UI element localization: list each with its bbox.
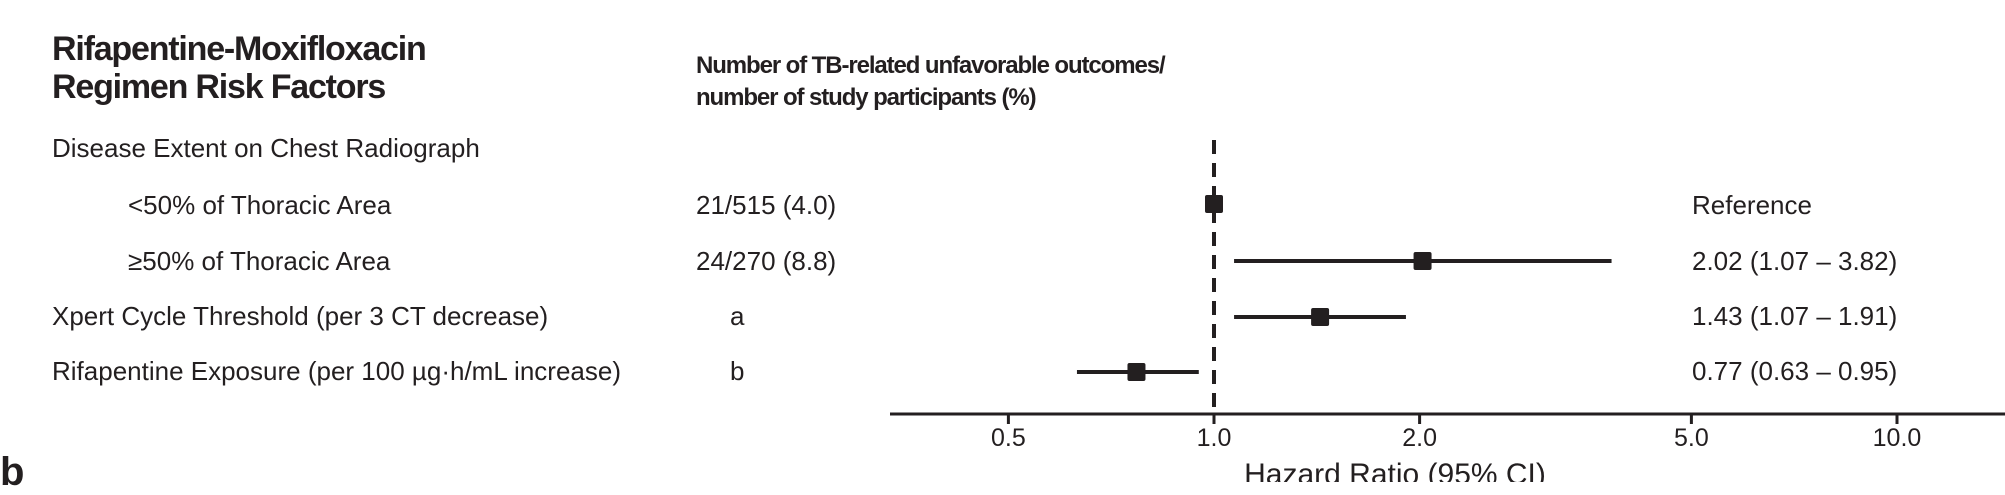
count-ge50: 24/270 (8.8) <box>696 246 837 276</box>
row-label-xpert: Xpert Cycle Threshold (per 3 CT decrease… <box>52 301 549 331</box>
count-rifapentine-exposure: b <box>730 356 745 386</box>
hr-text-ge50: 2.02 (1.07 – 3.82) <box>1692 246 1898 276</box>
row-label-ge50: ≥50% of Thoracic Area <box>128 246 391 276</box>
count-column-header: Number of TB-related unfavorable outcome… <box>696 50 1166 114</box>
row-label-rifapentine-exposure: Rifapentine Exposure (per 100 µg·h/mL in… <box>52 356 621 386</box>
x-tick-label-3: 5.0 <box>1674 424 1709 452</box>
forest-plot: 0.5 1.0 2.0 5.0 10.0 Hazard Ratio (95% CI) <box>890 140 2005 482</box>
x-axis-label: Hazard Ratio (95% CI) <box>1244 458 1546 482</box>
row-label-group-disease-extent: Disease Extent on Chest Radiograph <box>52 133 480 163</box>
count-header-line-2: number of study participants (%) <box>696 84 1037 111</box>
title-line-2: Regimen Risk Factors <box>52 68 386 106</box>
x-tick-label-1: 1.0 <box>1197 424 1232 452</box>
count-lt50: 21/515 (4.0) <box>696 190 837 220</box>
row-label-lt50: <50% of Thoracic Area <box>128 190 392 220</box>
count-header-line-1: Number of TB-related unfavorable outcome… <box>696 52 1166 79</box>
count-xpert: a <box>730 301 745 331</box>
hr-point-row-1 <box>1205 195 1223 213</box>
hr-point-row-4 <box>1127 363 1146 381</box>
x-tick-label-0: 0.5 <box>991 424 1026 452</box>
title-line-1: Rifapentine-Moxifloxacin <box>52 30 427 68</box>
chart-title: Rifapentine-Moxifloxacin Regimen Risk Fa… <box>52 30 427 106</box>
hr-text-lt50: Reference <box>1692 190 1812 220</box>
hr-point-row-3 <box>1311 308 1330 326</box>
hr-text-xpert: 1.43 (1.07 – 1.91) <box>1692 301 1898 331</box>
hr-point-row-2 <box>1413 252 1432 270</box>
hr-text-rifapentine-exposure: 0.77 (0.63 – 0.95) <box>1692 356 1898 386</box>
x-tick-label-2: 2.0 <box>1402 424 1437 452</box>
x-tick-label-4: 10.0 <box>1873 424 1922 452</box>
